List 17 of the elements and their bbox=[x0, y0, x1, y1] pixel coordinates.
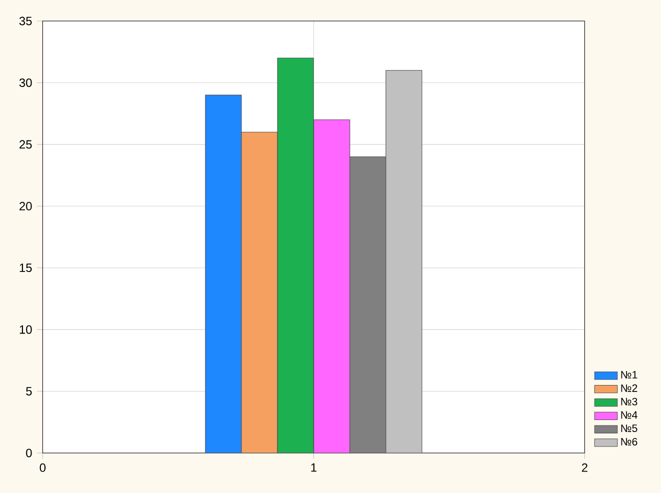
x-tick-label: 1 bbox=[311, 463, 316, 472]
legend-label: №4 bbox=[621, 411, 638, 419]
legend-label: №6 bbox=[621, 438, 638, 446]
legend-label: №3 bbox=[621, 398, 638, 406]
y-tick-label: 25 bbox=[20, 140, 32, 149]
legend-label: №1 bbox=[621, 371, 638, 378]
y-tick-label: 5 bbox=[26, 387, 32, 396]
x-tick-label: 2 bbox=[582, 463, 588, 472]
y-tick-label: 35 bbox=[19, 16, 32, 26]
x-tick-label: 0 bbox=[40, 463, 46, 472]
y-tick-label: 15 bbox=[20, 264, 32, 272]
y-tick-label: 0 bbox=[26, 448, 32, 458]
legend-label: №2 bbox=[621, 384, 638, 392]
y-tick-label: 30 bbox=[19, 78, 32, 87]
legend-label: №5 bbox=[621, 424, 638, 432]
y-tick-label: 20 bbox=[20, 202, 32, 210]
y-tick-label: 10 bbox=[20, 325, 32, 334]
